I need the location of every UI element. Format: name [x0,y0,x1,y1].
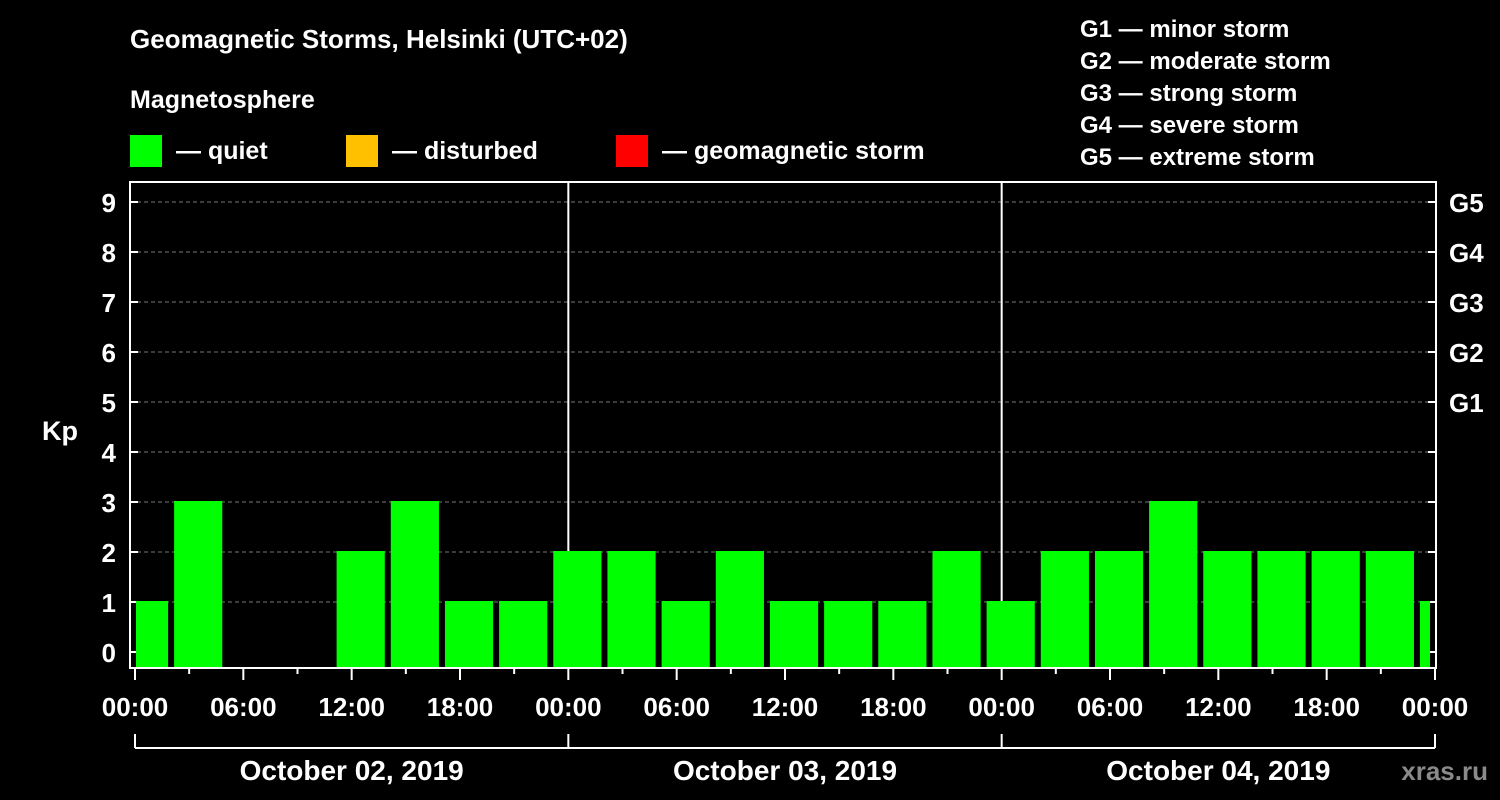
kp-bar [1419,601,1430,667]
x-tick-label-10: 12:00 [1185,692,1252,722]
kp-bar [769,601,819,667]
kp-bar [878,601,927,667]
y-tick-label-4: 4 [102,438,117,468]
kp-bar [444,601,494,667]
y-tick-label-0: 0 [102,638,116,668]
x-tick-label-6: 12:00 [752,692,819,722]
x-tick-label-4: 00:00 [535,692,602,722]
y-tick-label-1: 1 [102,588,116,618]
kp-bar [1149,501,1198,667]
y-tick-label-3: 3 [102,488,116,518]
storm-scale-g3: G3 — strong storm [1080,80,1298,107]
legend-storm-swatch [616,135,648,167]
kp-bar [986,601,1035,667]
date-label-1: October 03, 2019 [673,755,897,786]
kp-bar [1094,551,1144,667]
legend-quiet-swatch [130,135,162,167]
plot-frame [129,181,1437,669]
legend-quiet-label: — quiet [176,136,268,165]
x-tick-label-11: 18:00 [1293,692,1360,722]
y-tick-label-6: 6 [102,338,116,368]
x-tick-label-3: 18:00 [427,692,494,722]
x-tick-label-8: 00:00 [968,692,1035,722]
g-label-g5: G5 [1449,188,1484,218]
date-label-0: October 02, 2019 [240,755,464,786]
legend-quiet: — quiet [130,135,268,167]
legend-storm: — geomagnetic storm [616,135,925,167]
x-tick-label-0: 00:00 [102,692,169,722]
x-tick-label-1: 06:00 [210,692,277,722]
kp-bar [1311,551,1360,667]
g-label-g4: G4 [1449,238,1484,268]
kp-bar [174,501,223,667]
kp-bar [553,551,602,667]
y-tick-label-5: 5 [102,388,116,418]
kp-bar [390,501,439,667]
kp-bar [1203,551,1252,667]
x-tick-label-9: 06:00 [1077,692,1144,722]
watermark: xras.ru [1401,756,1488,786]
kp-bar [1257,551,1306,667]
legend-storm-label: — geomagnetic storm [662,136,925,165]
kp-bar [715,551,764,667]
storm-scale-g5: G5 — extreme storm [1080,144,1315,171]
storm-scale-g1: G1 — minor storm [1080,16,1290,43]
kp-bar [499,601,548,667]
y-axis-label: Kp [42,416,78,446]
kp-bar [607,551,656,667]
y-tick-label-7: 7 [102,288,116,318]
storm-scale-g2: G2 — moderate storm [1080,48,1331,75]
y-tick-label-2: 2 [102,538,116,568]
kp-bar [661,601,710,667]
storm-scale-g4: G4 — severe storm [1080,112,1299,139]
kp-bar [824,601,873,667]
kp-bar [136,601,169,667]
g-label-g2: G2 [1449,338,1484,368]
g-label-g1: G1 [1449,388,1484,418]
date-label-2: October 04, 2019 [1106,755,1330,786]
kp-bar [932,551,981,667]
x-tick-label-2: 12:00 [318,692,385,722]
kp-bar [1040,551,1089,667]
chart-title: Geomagnetic Storms, Helsinki (UTC+02) [130,24,628,54]
kp-bar [1365,551,1414,667]
legend-disturbed: — disturbed [346,135,538,167]
x-tick-label-12: 00:00 [1402,692,1469,722]
legend-disturbed-label: — disturbed [392,136,538,165]
legend-disturbed-swatch [346,135,378,167]
g-label-g3: G3 [1449,288,1484,318]
x-tick-label-5: 06:00 [643,692,710,722]
magnetosphere-title: Magnetosphere [130,86,315,114]
y-tick-label-8: 8 [102,238,116,268]
x-tick-label-7: 18:00 [860,692,927,722]
y-tick-label-9: 9 [102,188,116,218]
kp-bar [336,551,385,667]
storm-scale-list: G1 — minor storm G2 — moderate storm G3 … [1080,14,1331,174]
